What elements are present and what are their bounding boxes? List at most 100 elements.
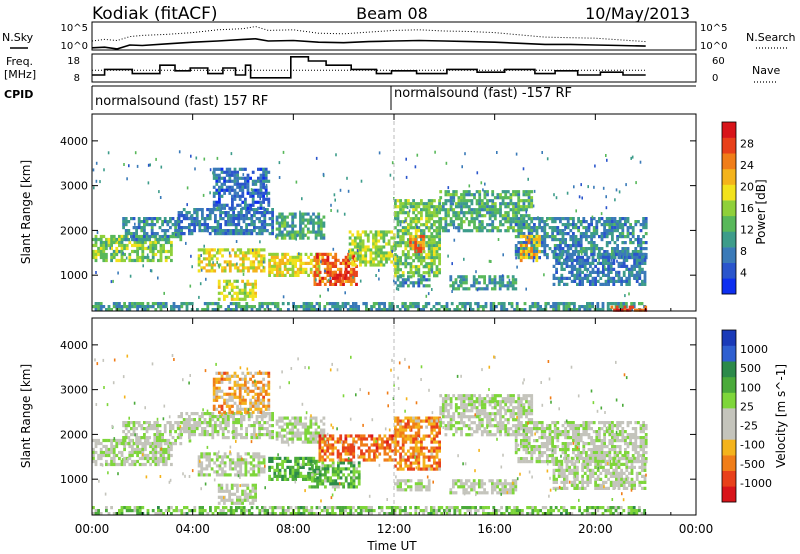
colorbar-segment [722, 168, 736, 185]
velocity-echo-region-4 [197, 452, 266, 477]
colorbar-tick-20: 20 [740, 181, 754, 194]
power-echo-region-21 [610, 305, 648, 312]
velocity-echo-region-16 [552, 456, 647, 490]
colorbar-tick--500: -500 [740, 458, 765, 471]
noise-tick-right-top: 10^5 [700, 23, 727, 34]
cpid-segment-1: normalsound (fast) 157 RF [95, 94, 268, 109]
x-axis-label: Time UT [366, 539, 417, 553]
colorbar-segment [722, 376, 736, 393]
power-echo-region-18 [519, 234, 541, 263]
velocity-echo-region-15 [514, 421, 648, 464]
cpid-row: CPID normalsound (fast) 157 RF normalsou… [4, 85, 696, 110]
cpid-label: CPID [4, 88, 33, 101]
colorbar-tick-100: 100 [740, 381, 761, 394]
colorbar-tick-4: 4 [740, 267, 747, 280]
colorbar-segment [722, 470, 736, 487]
noise-panel-frame [91, 21, 697, 51]
velocity-ylabel: Slant Range [km] [19, 364, 33, 468]
series-line-nsky [91, 37, 646, 50]
colorbar-segment [722, 455, 736, 471]
y-tick-label-1000: 1000 [60, 269, 88, 282]
velocity-panel: Slant Range [km] 1000 2000 3000 4000 -1000 -… [19, 317, 788, 516]
freq-tick-bottom: 8 [74, 73, 80, 84]
x-tick-label: 08:00 [276, 522, 311, 536]
power-echo-region-6 [217, 279, 257, 301]
y-tick-label-2000: 2000 [60, 428, 88, 441]
power-echo-region-15 [439, 190, 534, 233]
colorbar-tick--100: -100 [740, 439, 765, 452]
colorbar-tick-1000: 1000 [740, 343, 768, 356]
date-title: 10/May/2013 [585, 4, 690, 23]
colorbar-segment [722, 408, 736, 425]
colorbar-segment [722, 215, 736, 232]
y-tick-label-1000: 1000 [60, 473, 88, 486]
y-tick-label-2000: 2000 [60, 224, 88, 237]
velocity-echo-region-13 [439, 394, 534, 437]
colorbar-segment [722, 137, 736, 154]
velocity-echo-region-2 [122, 421, 183, 446]
power-panel: Slant Range [km] 1000 2000 3000 4000 4 8 12 16… [19, 113, 768, 312]
nsearch-label: N.Search [746, 31, 796, 44]
x-tick-label: 20:00 [578, 522, 613, 536]
nsky-label: N.Sky [2, 31, 34, 44]
velocity-echo-region-11 [394, 416, 441, 471]
noise-tick-right-bottom: 10^0 [700, 41, 727, 52]
power-scatter-echoes [92, 150, 645, 299]
nave-label: Nave [752, 64, 780, 77]
velocity-echo-region-8 [275, 416, 326, 444]
series-line-freq [92, 55, 646, 79]
velocity-echo-region-1 [92, 438, 173, 467]
colorbar-tick-24: 24 [740, 159, 754, 172]
y-tick-label-4000: 4000 [60, 339, 88, 352]
colorbar-segment [722, 392, 736, 409]
colorbar-segment [722, 262, 736, 279]
velocity-echo-region-14 [449, 479, 518, 495]
colorbar-segment [722, 231, 736, 248]
x-tick-label: 00:00 [75, 522, 110, 536]
colorbar-tick-500: 500 [740, 362, 761, 375]
power-echo-region-12 [394, 199, 441, 278]
y-tick-label-4000: 4000 [60, 135, 88, 148]
power-echo-region-20 [92, 302, 646, 312]
noise-panel: N.Sky 10^5 10^0 10^5 10^0 N.Search [2, 21, 796, 52]
colorbar-tick-8: 8 [740, 245, 747, 258]
colorbar-segment [722, 439, 736, 456]
colorbar-segment [722, 330, 736, 346]
velocity-scatter-echoes [94, 354, 647, 503]
x-tick-label: 00:00 [679, 522, 714, 536]
power-ylabel: Slant Range [km] [19, 160, 33, 264]
colorbar-segment [722, 345, 736, 362]
power-echo-region-7 [268, 252, 321, 277]
colorbar-tick--1000: -1000 [740, 477, 772, 490]
velocity-echo-region-12 [394, 479, 431, 492]
velocity-echo-region-5 [212, 371, 271, 414]
y-tick-label-3000: 3000 [60, 180, 88, 193]
colorbar-segment [722, 122, 736, 138]
nave-tick-bottom: 0 [712, 73, 718, 84]
colorbar-segment [722, 184, 736, 201]
freq-label-1: Freq. [6, 55, 33, 68]
freq-label-2: [MHz] [4, 68, 36, 81]
power-echo-region-4 [197, 248, 266, 273]
power-echo-region-13 [409, 234, 425, 254]
power-echo-region-11 [348, 230, 396, 267]
velocity-echo-region-9 [308, 461, 361, 489]
velocity-echo-region-10 [318, 434, 397, 462]
velocity-cbar-label: Velocity [m s^-1] [774, 364, 788, 468]
colorbar-segment [722, 200, 736, 217]
frequency-panel-frame [91, 53, 697, 83]
nave-tick-top: 60 [712, 56, 725, 67]
freq-tick-top: 18 [67, 56, 80, 67]
colorbar-tick-28: 28 [740, 138, 754, 151]
colorbar-tick-25: 25 [740, 400, 754, 413]
station-title: Kodiak (fitACF) [92, 4, 218, 24]
power-cbar-label: Power [dB] [754, 179, 768, 244]
power-echo-region-19 [552, 252, 647, 286]
beam-title: Beam 08 [356, 4, 428, 23]
x-tick-label: 04:00 [175, 522, 210, 536]
series-line-nsearch [91, 25, 646, 43]
power-echo-region-10 [333, 270, 352, 283]
frequency-panel: Freq. [MHz] 18 8 60 0 Nave [4, 53, 780, 84]
x-tick-label: 16:00 [477, 522, 512, 536]
